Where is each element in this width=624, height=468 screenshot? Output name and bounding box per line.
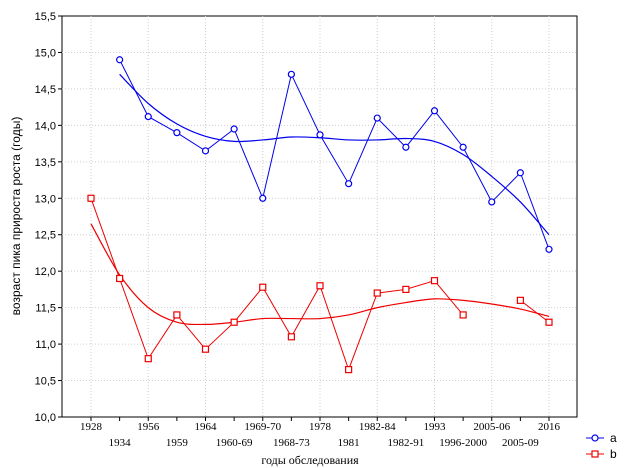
data-point-a [144,113,152,121]
data-point-a [488,198,496,206]
y-axis-title: возраст пика прироста роста (годы) [9,117,23,316]
y-tick-label: 12,0 [35,266,56,278]
x-tick-label: 1982-91 [388,437,425,449]
x-tick-label: 2005-09 [502,437,539,449]
data-point-a [230,125,238,133]
y-tick-label: 10,0 [35,412,56,424]
data-point-a [516,169,524,177]
legend-label-a: a [610,431,617,445]
x-tick-label: 2016 [538,421,561,433]
data-point-a [287,70,295,78]
legend-marker-a [591,434,599,442]
data-point-b [201,345,210,353]
y-tick-label: 11,5 [35,303,56,315]
x-tick-label: 1956 [137,421,160,433]
data-point-b [230,318,238,326]
y-tick-label: 12,5 [35,230,56,242]
grid [62,16,577,417]
data-point-b [116,274,124,283]
series-line-b [90,198,464,372]
legend-label-b: b [610,447,617,461]
x-tick-label: 1960-69 [216,437,253,449]
data-point-a [459,143,467,151]
x-tick-label: 1978 [309,421,332,433]
legend: ab [586,431,617,461]
series-line-a [119,59,550,250]
trend-line-a [119,73,550,236]
x-tick-label: 1993 [424,421,447,433]
data-point-b [373,289,381,297]
data-point-b [516,296,524,304]
data-point-a [316,131,324,139]
data-point-a [430,107,439,115]
x-axis-title: годы обследования [261,453,359,467]
x-tick-label: 1969-70 [244,421,281,433]
series-line-b [520,299,550,323]
y-ticks: 10,0 10,5 11,0 11,5 12,0 12,5 13,0 13,5 14,0 14,5… [35,11,62,424]
data-point-a [116,56,124,64]
data-point-a [259,194,267,202]
data-point-b [144,355,152,363]
data-point-a [373,114,381,122]
y-tick-label: 10,5 [35,376,56,388]
data-point-b [87,194,95,202]
x-tick-label: 1981 [338,437,360,449]
y-tick-label: 14,0 [35,120,56,132]
x-tick-label: 1928 [80,421,103,433]
data-point-b [430,277,439,285]
x-tick-label: 1959 [166,437,189,449]
y-tick-label: 13,0 [35,193,56,205]
data-point-a [173,129,181,137]
series-layer [87,56,553,374]
x-ticks: 1928 1934 1956 1959 1964 1960-69 1969-70 1968-7… [80,417,561,449]
data-point-a [402,143,410,151]
data-point-b [545,318,553,326]
data-point-b [402,285,410,294]
x-tick-label: 1982-84 [359,421,396,433]
y-tick-label: 13,5 [35,157,56,169]
y-tick-label: 15,0 [35,47,56,59]
data-point-a [345,180,353,188]
legend-marker-b [591,450,599,458]
x-tick-label: 1964 [195,421,218,433]
series-b [87,194,553,374]
y-tick-label: 14,5 [35,84,56,96]
data-point-a [201,147,210,155]
x-tick-label: 1934 [109,437,132,449]
y-tick-label: 11,0 [35,339,56,351]
data-point-b [287,333,295,341]
data-point-a [545,245,553,253]
data-point-b [459,311,467,319]
data-point-b [259,283,267,291]
data-point-b [345,366,353,374]
trend-line-b [90,223,550,326]
x-tick-label: 2005-06 [473,421,510,433]
data-point-b [173,311,181,319]
data-point-b [316,282,324,290]
series-a [116,56,553,253]
y-tick-label: 15,5 [35,11,56,23]
x-tick-label: 1968-73 [273,437,310,449]
x-tick-label: 1996-2000 [439,437,487,449]
